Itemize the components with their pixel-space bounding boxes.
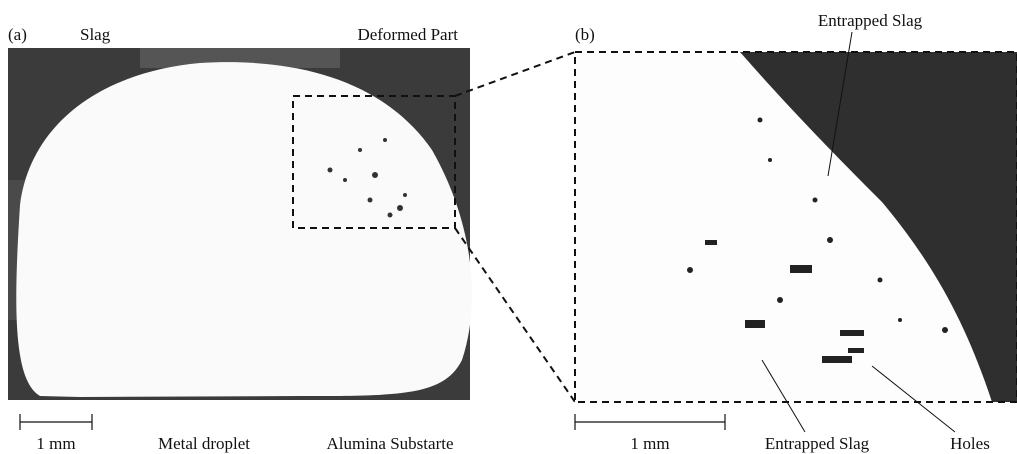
scale-label: 1 mm (630, 434, 669, 453)
annotation: Holes (950, 434, 990, 453)
leader-line (827, 31, 853, 177)
zoom-box (292, 95, 456, 229)
zoom-line (454, 227, 576, 403)
scale-label: 1 mm (36, 434, 75, 453)
zoom-line (454, 51, 576, 97)
panel-label: (a) (8, 25, 27, 44)
zoom-frame (574, 51, 1017, 403)
annotation: Entrapped Slag (818, 11, 923, 30)
annotation: Deformed Part (357, 25, 458, 44)
micrograph-a (8, 48, 473, 400)
leader-line (761, 359, 806, 433)
scale-bar (19, 414, 93, 430)
scale-bar (574, 414, 726, 430)
annotation: Slag (80, 25, 111, 44)
annotation: Entrapped Slag (765, 434, 870, 453)
caption: Alumina Substarte (326, 434, 453, 453)
micrograph-b (575, 52, 1017, 402)
leader-line (871, 365, 956, 433)
panel-label: (b) (575, 25, 595, 44)
caption: Metal droplet (158, 434, 250, 453)
